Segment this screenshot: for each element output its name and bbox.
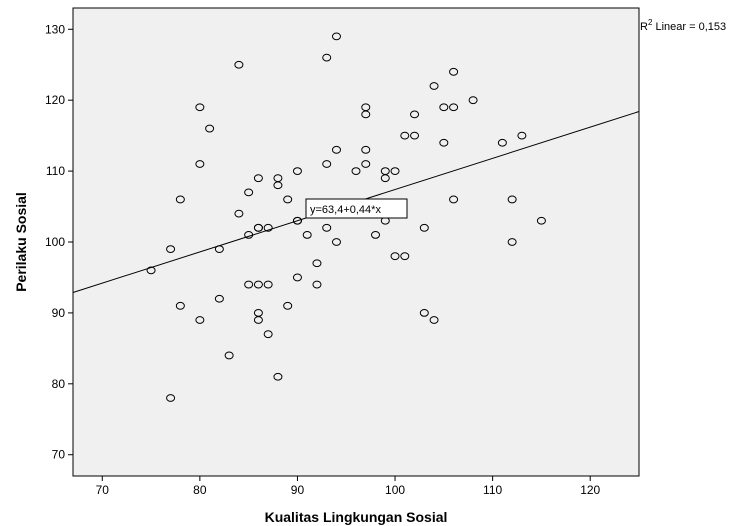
- data-point: [468, 96, 478, 105]
- data-points: [146, 32, 546, 402]
- data-point: [497, 138, 507, 147]
- data-point: [361, 110, 371, 119]
- r2-text: Linear = 0,153: [652, 21, 726, 33]
- fit-equation-label: y=63,4+0,44*x: [310, 204, 381, 216]
- data-point: [331, 32, 341, 41]
- data-point: [292, 216, 302, 225]
- x-axis-title: Kualitas Lingkungan Sosial: [265, 509, 448, 525]
- x-axis: 70 80 90 100 110 120: [96, 476, 601, 497]
- data-point: [234, 60, 244, 69]
- x-tick-label: 100: [385, 483, 405, 497]
- data-point: [166, 245, 176, 253]
- data-point: [195, 160, 205, 168]
- data-point: [507, 238, 517, 246]
- data-point: [390, 167, 400, 175]
- data-point: [292, 167, 302, 175]
- data-point: [166, 394, 176, 402]
- y-tick-label: 130: [45, 22, 65, 36]
- data-point: [292, 273, 302, 282]
- data-point: [429, 316, 439, 324]
- y-tick-label: 90: [52, 306, 66, 320]
- data-point: [273, 181, 283, 190]
- data-point: [371, 231, 381, 239]
- data-point: [419, 223, 429, 232]
- data-point: [517, 131, 527, 140]
- data-point: [224, 351, 234, 360]
- data-point: [449, 103, 459, 112]
- data-point: [322, 160, 332, 168]
- data-point: [195, 316, 205, 324]
- data-point: [449, 195, 459, 204]
- fit-equation-annotation: y=63,4+0,44*x: [305, 198, 408, 219]
- data-point: [195, 103, 205, 112]
- data-point: [361, 145, 371, 154]
- data-point: [331, 238, 341, 246]
- data-point: [507, 195, 517, 204]
- data-point: [175, 301, 185, 310]
- x-tick-label: 110: [483, 483, 502, 497]
- data-point: [234, 209, 244, 218]
- data-point: [312, 259, 322, 268]
- data-point: [253, 316, 263, 324]
- data-point: [380, 174, 390, 183]
- data-point: [312, 280, 322, 289]
- data-point: [253, 223, 263, 232]
- data-point: [273, 372, 283, 381]
- data-point: [244, 188, 254, 197]
- data-point: [390, 252, 400, 261]
- fit-equation-box: [305, 198, 408, 219]
- data-point: [263, 330, 273, 339]
- x-tick-label: 90: [291, 483, 305, 497]
- data-point: [283, 195, 293, 204]
- data-point: [263, 223, 273, 232]
- data-point: [322, 53, 332, 62]
- y-axis-title: Perilaku Sosial: [13, 192, 29, 292]
- plot-area: [72, 7, 640, 477]
- data-point: [439, 103, 449, 112]
- data-point: [351, 167, 361, 175]
- r2-label: R2 Linear = 0,153: [640, 18, 726, 33]
- data-point: [449, 67, 459, 76]
- data-point: [214, 245, 224, 253]
- data-point: [302, 231, 312, 239]
- data-point: [175, 195, 185, 204]
- x-tick-label: 70: [96, 483, 110, 497]
- x-tick-label: 120: [580, 483, 600, 497]
- y-axis: 70 80 90 100 110 120 130: [45, 22, 73, 462]
- r2-superscript: 2: [648, 18, 653, 27]
- y-tick-label: 100: [45, 235, 65, 249]
- data-point: [263, 280, 273, 289]
- data-point: [400, 252, 410, 261]
- x-tick-label: 80: [193, 483, 207, 497]
- data-point: [214, 294, 224, 303]
- data-point: [439, 138, 449, 147]
- data-point: [536, 216, 546, 225]
- data-point: [244, 280, 254, 289]
- data-point: [244, 231, 254, 239]
- y-tick-label: 80: [52, 377, 66, 391]
- data-point: [400, 131, 410, 140]
- y-tick-label: 120: [45, 93, 65, 107]
- r2-prefix: R: [640, 21, 648, 33]
- y-tick-label: 110: [46, 164, 65, 178]
- data-point: [146, 266, 156, 275]
- data-point: [205, 124, 215, 133]
- data-point: [253, 280, 263, 289]
- data-point: [410, 110, 420, 119]
- data-point: [419, 309, 429, 317]
- data-point: [253, 174, 263, 183]
- data-point: [322, 223, 332, 232]
- data-point: [429, 82, 439, 90]
- data-point: [410, 131, 420, 140]
- data-point: [283, 301, 293, 310]
- data-point: [331, 145, 341, 154]
- y-tick-label: 70: [52, 448, 66, 462]
- data-point: [361, 160, 371, 168]
